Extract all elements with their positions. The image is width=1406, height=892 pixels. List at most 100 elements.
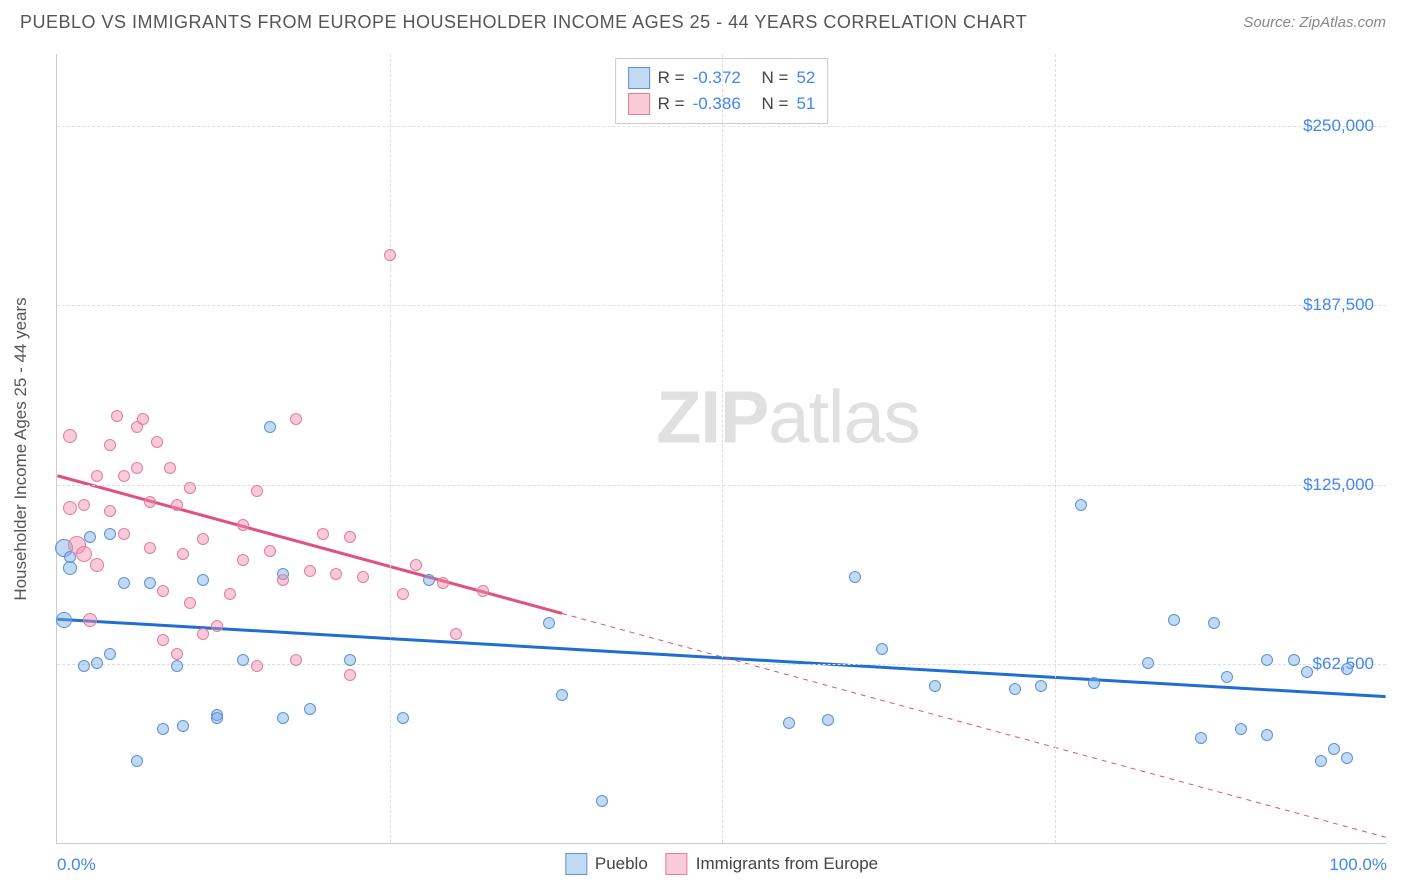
- data-point: [849, 571, 861, 583]
- data-point: [131, 755, 143, 767]
- watermark: ZIPatlas: [656, 374, 919, 459]
- data-point: [177, 548, 189, 560]
- data-point: [1315, 755, 1327, 767]
- data-point: [1288, 654, 1300, 666]
- data-point: [1328, 743, 1340, 755]
- r-label-1: R =: [658, 91, 685, 117]
- data-point: [184, 597, 196, 609]
- data-point: [344, 531, 356, 543]
- data-point: [197, 628, 209, 640]
- data-point: [929, 680, 941, 692]
- data-point: [137, 413, 149, 425]
- data-point: [237, 654, 249, 666]
- data-point: [1088, 677, 1100, 689]
- data-point: [144, 496, 156, 508]
- data-point: [1195, 732, 1207, 744]
- data-point: [384, 249, 396, 261]
- data-point: [1341, 663, 1353, 675]
- data-point: [171, 499, 183, 511]
- data-point: [277, 712, 289, 724]
- data-point: [397, 588, 409, 600]
- data-point: [1075, 499, 1087, 511]
- data-point: [822, 714, 834, 726]
- y-axis-label: Householder Income Ages 25 - 44 years: [11, 297, 31, 600]
- legend-label-europe: Immigrants from Europe: [696, 854, 878, 874]
- data-point: [277, 574, 289, 586]
- data-point: [264, 421, 276, 433]
- data-point: [78, 660, 90, 672]
- data-point: [184, 482, 196, 494]
- data-point: [251, 660, 263, 672]
- data-point: [83, 613, 97, 627]
- data-point: [1235, 723, 1247, 735]
- data-point: [63, 501, 77, 515]
- data-point: [171, 648, 183, 660]
- data-point: [450, 628, 462, 640]
- source-attribution: Source: ZipAtlas.com: [1243, 14, 1386, 31]
- y-tick-label: $250,000: [1303, 116, 1374, 136]
- data-point: [783, 717, 795, 729]
- data-point: [76, 546, 92, 562]
- source-label: Source:: [1243, 14, 1295, 31]
- data-point: [264, 545, 276, 557]
- swatch-pueblo-b: [565, 853, 587, 875]
- data-point: [1035, 680, 1047, 692]
- x-tick-label: 0.0%: [57, 855, 96, 875]
- data-point: [556, 689, 568, 701]
- plot-area: ZIPatlas R = -0.372 N = 52 R = -0.386 N …: [56, 54, 1386, 844]
- data-point: [104, 505, 116, 517]
- data-point: [91, 657, 103, 669]
- data-point: [104, 528, 116, 540]
- data-point: [90, 558, 104, 572]
- swatch-europe-b: [666, 853, 688, 875]
- watermark-atlas: atlas: [768, 375, 919, 458]
- data-point: [104, 648, 116, 660]
- data-point: [118, 470, 130, 482]
- gridline-v: [390, 54, 391, 843]
- data-point: [1301, 666, 1313, 678]
- y-tick-label: $125,000: [1303, 475, 1374, 495]
- chart-title: PUEBLO VS IMMIGRANTS FROM EUROPE HOUSEHO…: [20, 12, 1027, 33]
- source-name: ZipAtlas.com: [1299, 14, 1386, 31]
- data-point: [251, 485, 263, 497]
- data-point: [304, 703, 316, 715]
- data-point: [397, 712, 409, 724]
- data-point: [144, 577, 156, 589]
- swatch-europe: [628, 93, 650, 115]
- data-point: [317, 528, 329, 540]
- watermark-zip: ZIP: [656, 375, 768, 458]
- chart-header: PUEBLO VS IMMIGRANTS FROM EUROPE HOUSEHO…: [0, 0, 1406, 41]
- data-point: [410, 559, 422, 571]
- data-point: [91, 470, 103, 482]
- data-point: [56, 612, 72, 628]
- data-point: [104, 439, 116, 451]
- data-point: [157, 585, 169, 597]
- data-point: [304, 565, 316, 577]
- x-tick-label: 100.0%: [1329, 855, 1387, 875]
- data-point: [1142, 657, 1154, 669]
- data-point: [131, 462, 143, 474]
- data-point: [211, 620, 223, 632]
- n-label-0: N =: [762, 65, 789, 91]
- gridline-v: [1055, 54, 1056, 843]
- data-point: [1009, 683, 1021, 695]
- swatch-pueblo: [628, 67, 650, 89]
- data-point: [596, 795, 608, 807]
- data-point: [543, 617, 555, 629]
- r-value-1: -0.386: [693, 91, 741, 117]
- data-point: [357, 571, 369, 583]
- n-label-1: N =: [762, 91, 789, 117]
- data-point: [63, 429, 77, 443]
- series-legend: Pueblo Immigrants from Europe: [565, 853, 878, 875]
- data-point: [177, 720, 189, 732]
- data-point: [344, 669, 356, 681]
- data-point: [118, 577, 130, 589]
- n-value-0: 52: [796, 65, 815, 91]
- data-point: [171, 660, 183, 672]
- data-point: [78, 499, 90, 511]
- data-point: [423, 574, 435, 586]
- legend-item-pueblo: Pueblo: [565, 853, 648, 875]
- data-point: [197, 574, 209, 586]
- data-point: [1168, 614, 1180, 626]
- r-label-0: R =: [658, 65, 685, 91]
